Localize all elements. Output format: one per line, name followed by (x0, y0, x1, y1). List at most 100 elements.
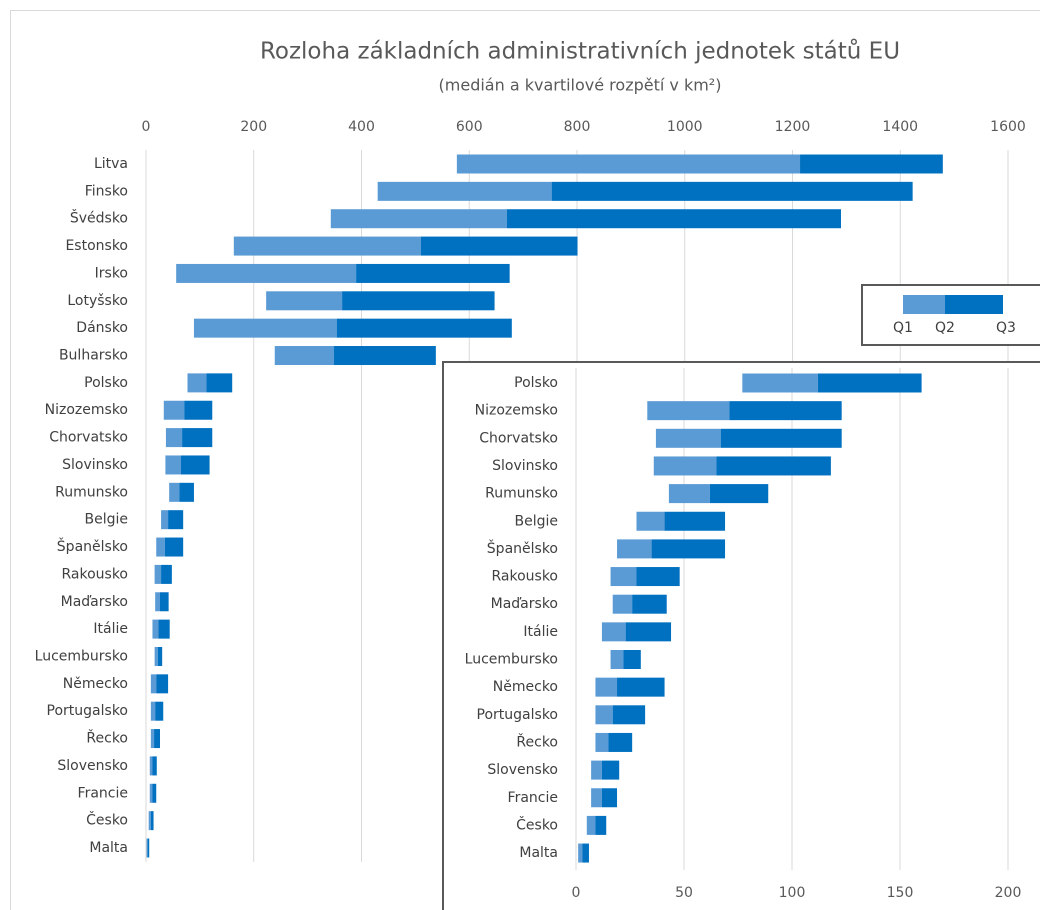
bar-segment (149, 783, 153, 803)
bar-segment (164, 537, 184, 557)
bar-segment (595, 732, 609, 752)
bar-segment (651, 539, 726, 559)
bar-segment (152, 783, 157, 803)
bar-segment (150, 811, 154, 831)
bar-segment (150, 729, 155, 749)
bar-segment (655, 428, 721, 448)
bar-segment (742, 373, 818, 393)
category-label: Slovensko (487, 762, 558, 778)
x-tick-label: 0 (142, 119, 151, 135)
bar-segment (155, 592, 161, 612)
bar-segment (601, 760, 620, 780)
category-label: Nizozemsko (475, 403, 558, 419)
bar-segment (149, 756, 153, 776)
category-label: Řecko (516, 733, 558, 750)
category-label: Slovensko (57, 758, 128, 774)
bar-segment (595, 705, 613, 725)
category-label: Slovinsko (62, 457, 128, 473)
bar-segment (709, 484, 769, 504)
category-label: Belgie (515, 513, 559, 529)
bar-segment (617, 677, 665, 697)
category-label: Malta (519, 845, 558, 861)
bar-segment (591, 788, 602, 808)
bar-segment (156, 674, 169, 694)
bar-segment (161, 510, 169, 530)
bar-segment (610, 650, 624, 669)
bar-segment (342, 291, 495, 311)
bar-segment (720, 428, 842, 448)
bar-segment (187, 373, 207, 393)
bar-segment (617, 539, 652, 559)
category-label: Polsko (514, 375, 558, 391)
legend-swatch (945, 295, 1003, 314)
bar-segment (551, 181, 913, 201)
bar-segment (155, 701, 164, 721)
bar-segment (800, 154, 943, 174)
x-tick-label: 1000 (667, 119, 703, 135)
bar-segment (157, 646, 163, 666)
category-label: Španělsko (57, 537, 128, 555)
bar-segment (330, 209, 507, 229)
category-label: Německo (63, 676, 128, 692)
bar-segment (182, 428, 213, 448)
bar-segment (420, 236, 578, 256)
bar-segment (653, 456, 717, 476)
category-label: Malta (89, 840, 128, 856)
category-label: Nizozemsko (45, 402, 128, 418)
bar-segment (161, 564, 172, 584)
bar-segment (625, 622, 672, 642)
x-tick-label: 100 (779, 885, 806, 901)
legend-swatch (903, 295, 945, 314)
category-label: Lotyšsko (67, 293, 128, 309)
bar-segment (506, 209, 841, 229)
bar-segment (608, 732, 633, 752)
bar-segment (160, 592, 169, 612)
bar-segment (152, 619, 159, 639)
bar-segment (334, 346, 436, 366)
bar-segment (148, 811, 151, 831)
category-label: Itálie (93, 621, 128, 637)
category-label: Finsko (85, 183, 128, 199)
bar-segment (612, 705, 646, 725)
category-label: Německo (493, 679, 558, 695)
bar-segment (165, 428, 183, 448)
x-tick-label: 0 (572, 885, 581, 901)
inset-frame (442, 361, 1040, 910)
bar-segment (601, 622, 626, 642)
bar-segment (595, 815, 607, 835)
bar-segment (595, 677, 618, 697)
bar-segment (163, 400, 185, 420)
bar-segment (586, 815, 596, 835)
category-label: Portugalsko (477, 707, 558, 723)
bar-segment (147, 838, 150, 858)
bar-segment (150, 674, 157, 694)
bar-segment (336, 318, 512, 338)
category-label: Rakousko (61, 566, 128, 582)
bar-segment (176, 263, 357, 283)
bar-segment (591, 760, 602, 780)
bar-segment (817, 373, 922, 393)
category-label: Francie (78, 785, 128, 801)
category-label: Lucembursko (35, 648, 128, 664)
category-label: Estonsko (65, 238, 128, 254)
category-label: Francie (508, 790, 558, 806)
category-label: Španělsko (487, 539, 558, 557)
bar-segment (610, 567, 637, 587)
bar-segment (456, 154, 801, 174)
category-label: Itálie (523, 624, 558, 640)
category-label: Chorvatsko (49, 430, 128, 446)
legend-label: Q3 (996, 320, 1016, 336)
bar-segment (154, 564, 162, 584)
category-label: Řecko (86, 730, 128, 747)
category-label: Bulharsko (59, 348, 128, 364)
bar-segment (729, 401, 842, 421)
bar-segment (668, 484, 710, 504)
category-label: Maďarsko (61, 594, 128, 610)
bar-segment (612, 594, 633, 614)
bar-segment (179, 482, 194, 502)
bar-segment (636, 567, 680, 587)
category-label: Česko (516, 815, 558, 833)
bar-segment (154, 646, 158, 666)
x-tick-label: 400 (348, 119, 375, 135)
